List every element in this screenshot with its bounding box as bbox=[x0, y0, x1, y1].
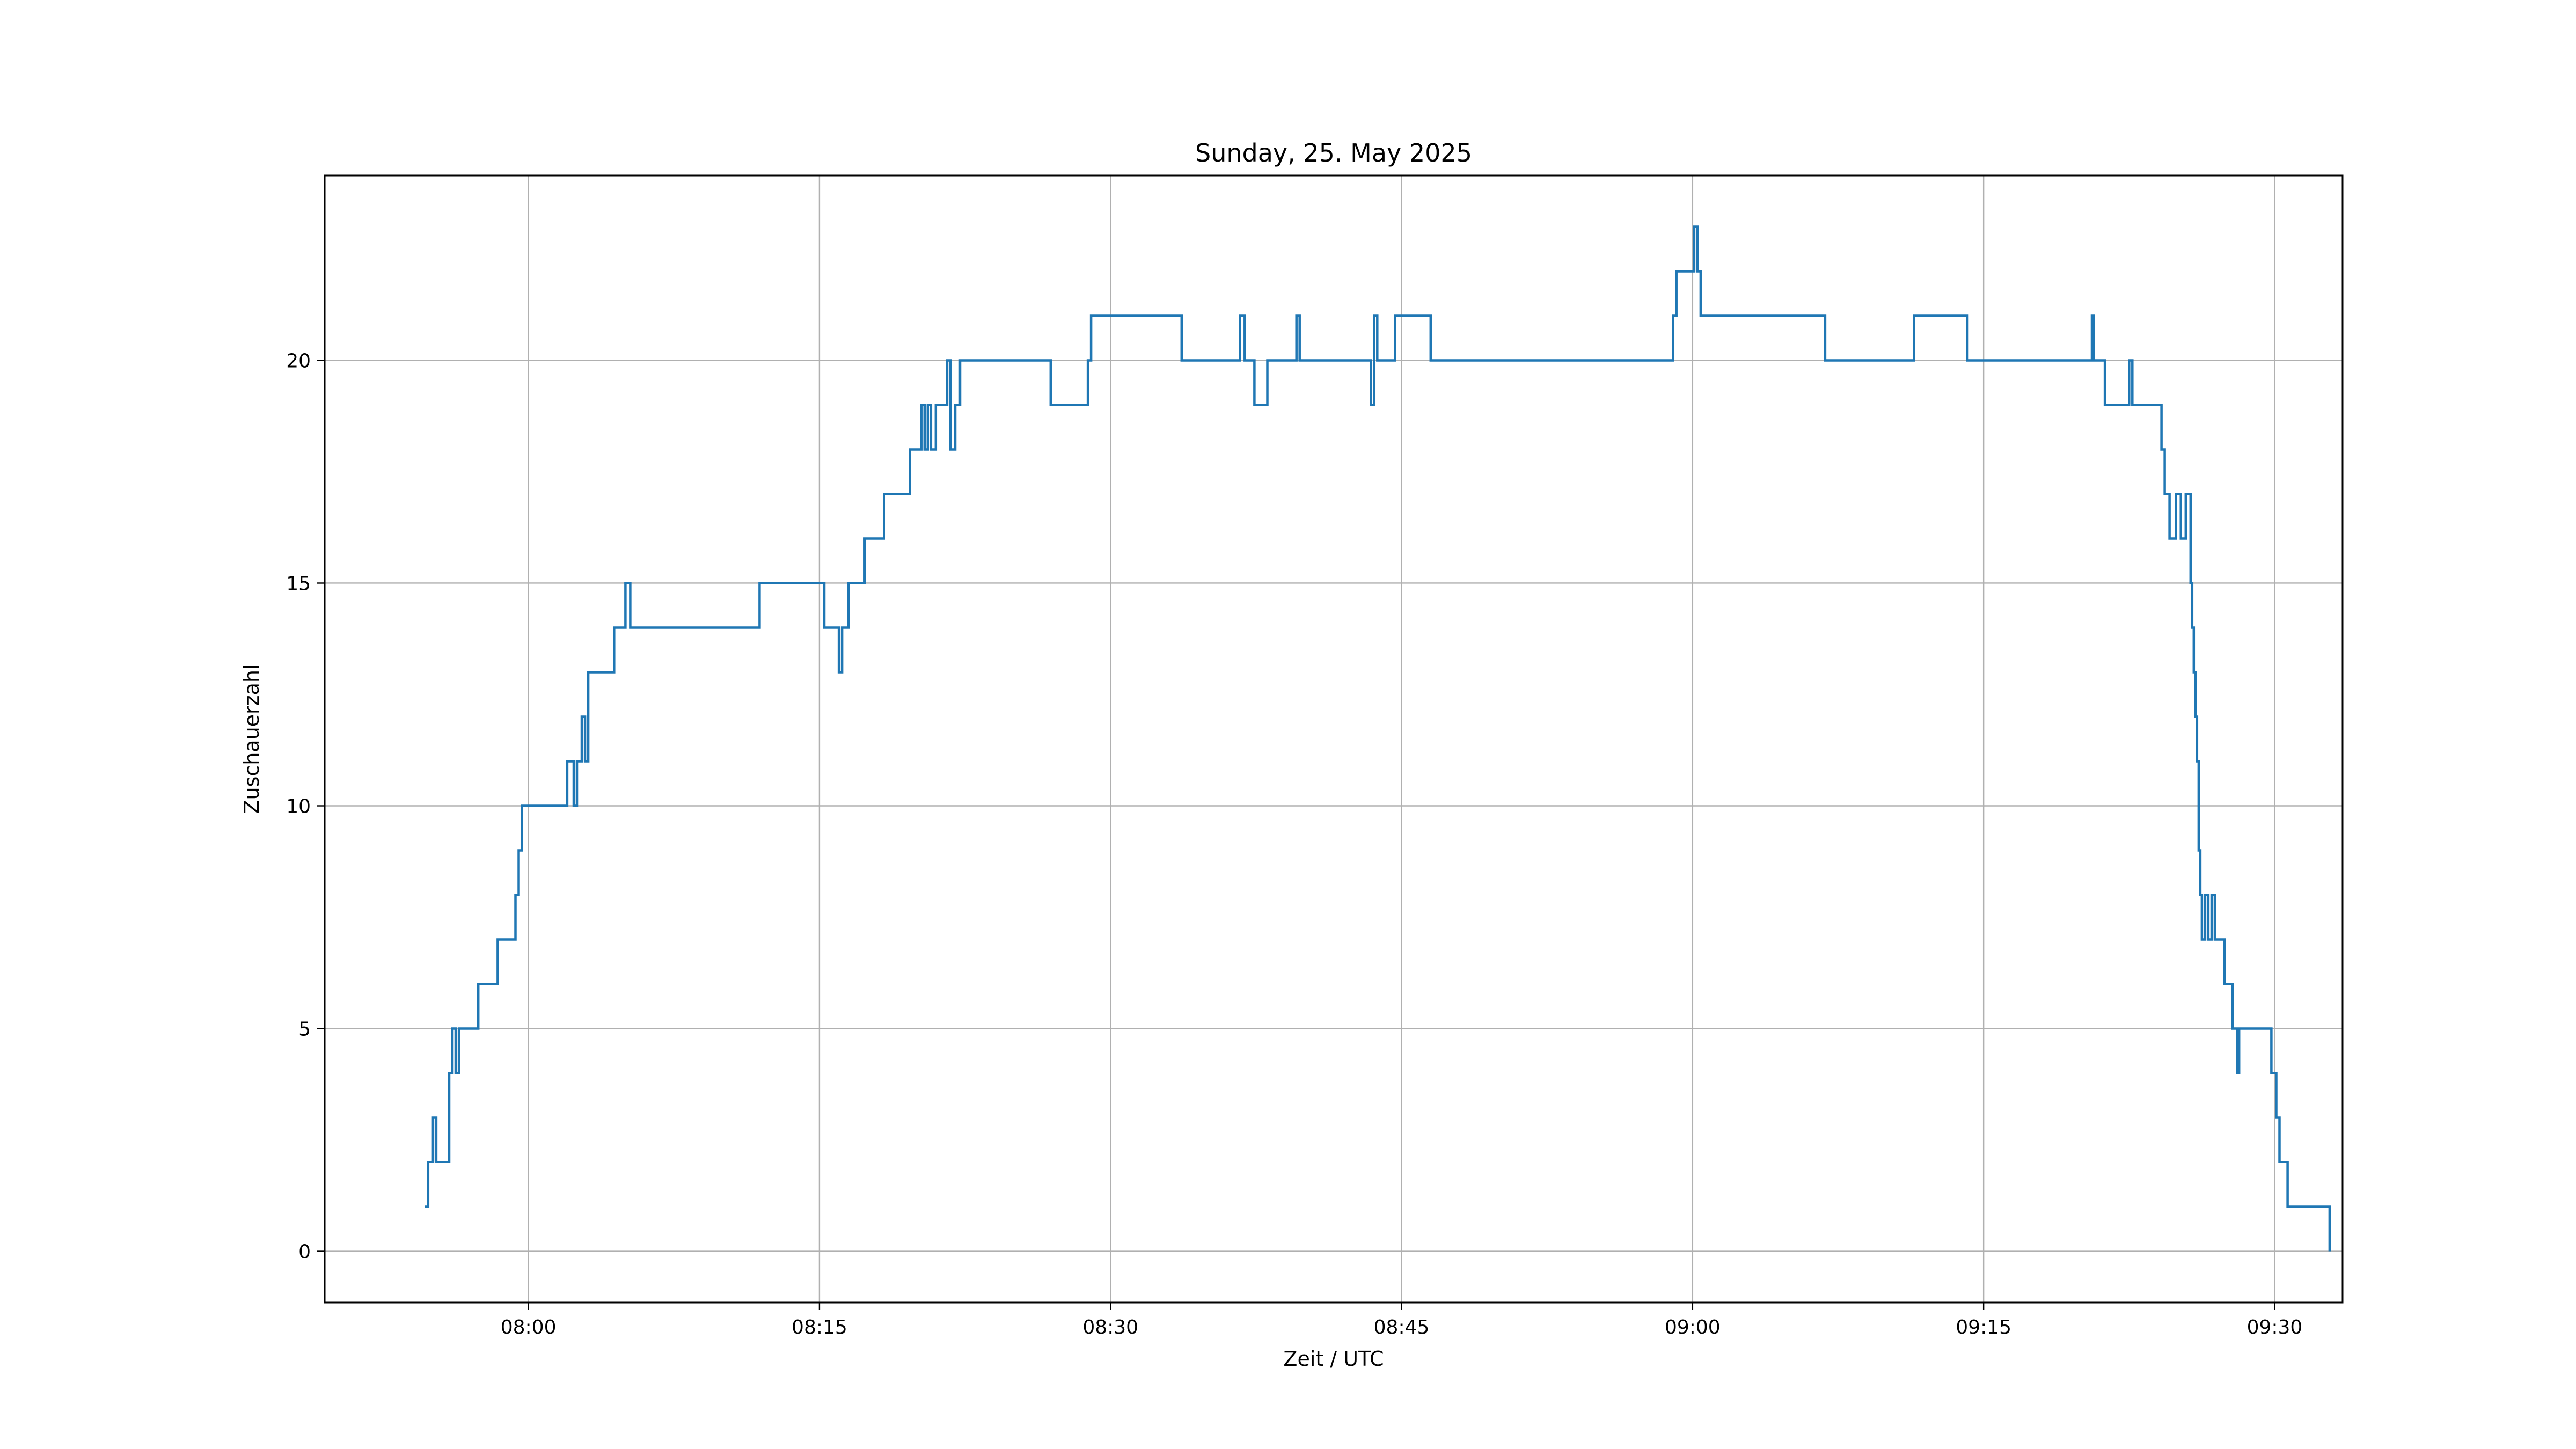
series-group bbox=[425, 225, 2331, 1252]
y-axis-label: Zuschauerzahl bbox=[240, 664, 264, 814]
x-tick-label: 08:30 bbox=[1082, 1316, 1138, 1338]
y-axis-ticks: 0 5 10 15 20 bbox=[286, 350, 325, 1263]
x-axis-ticks: 08:00 08:15 08:30 08:45 09:00 09:15 09:30 bbox=[501, 1302, 2303, 1338]
plot-frame bbox=[324, 174, 2344, 1304]
x-tick-label: 09:30 bbox=[2247, 1316, 2303, 1338]
x-tick-label: 09:15 bbox=[1956, 1316, 2011, 1338]
y-tick-label: 5 bbox=[298, 1019, 311, 1041]
x-tick-label: 08:45 bbox=[1374, 1316, 1430, 1338]
y-tick-label: 10 bbox=[286, 796, 311, 818]
x-axis-label: Zeit / UTC bbox=[1283, 1347, 1384, 1371]
chart-title: Sunday, 25. May 2025 bbox=[1195, 138, 1472, 167]
y-tick-label: 0 bbox=[298, 1241, 311, 1263]
series-line-0 bbox=[425, 225, 2331, 1252]
grid bbox=[325, 175, 2343, 1302]
y-tick-label: 20 bbox=[286, 350, 311, 372]
x-tick-label: 09:00 bbox=[1665, 1316, 1721, 1338]
x-tick-label: 08:00 bbox=[501, 1316, 557, 1338]
x-tick-label: 08:15 bbox=[792, 1316, 847, 1338]
y-tick-label: 15 bbox=[286, 573, 311, 595]
